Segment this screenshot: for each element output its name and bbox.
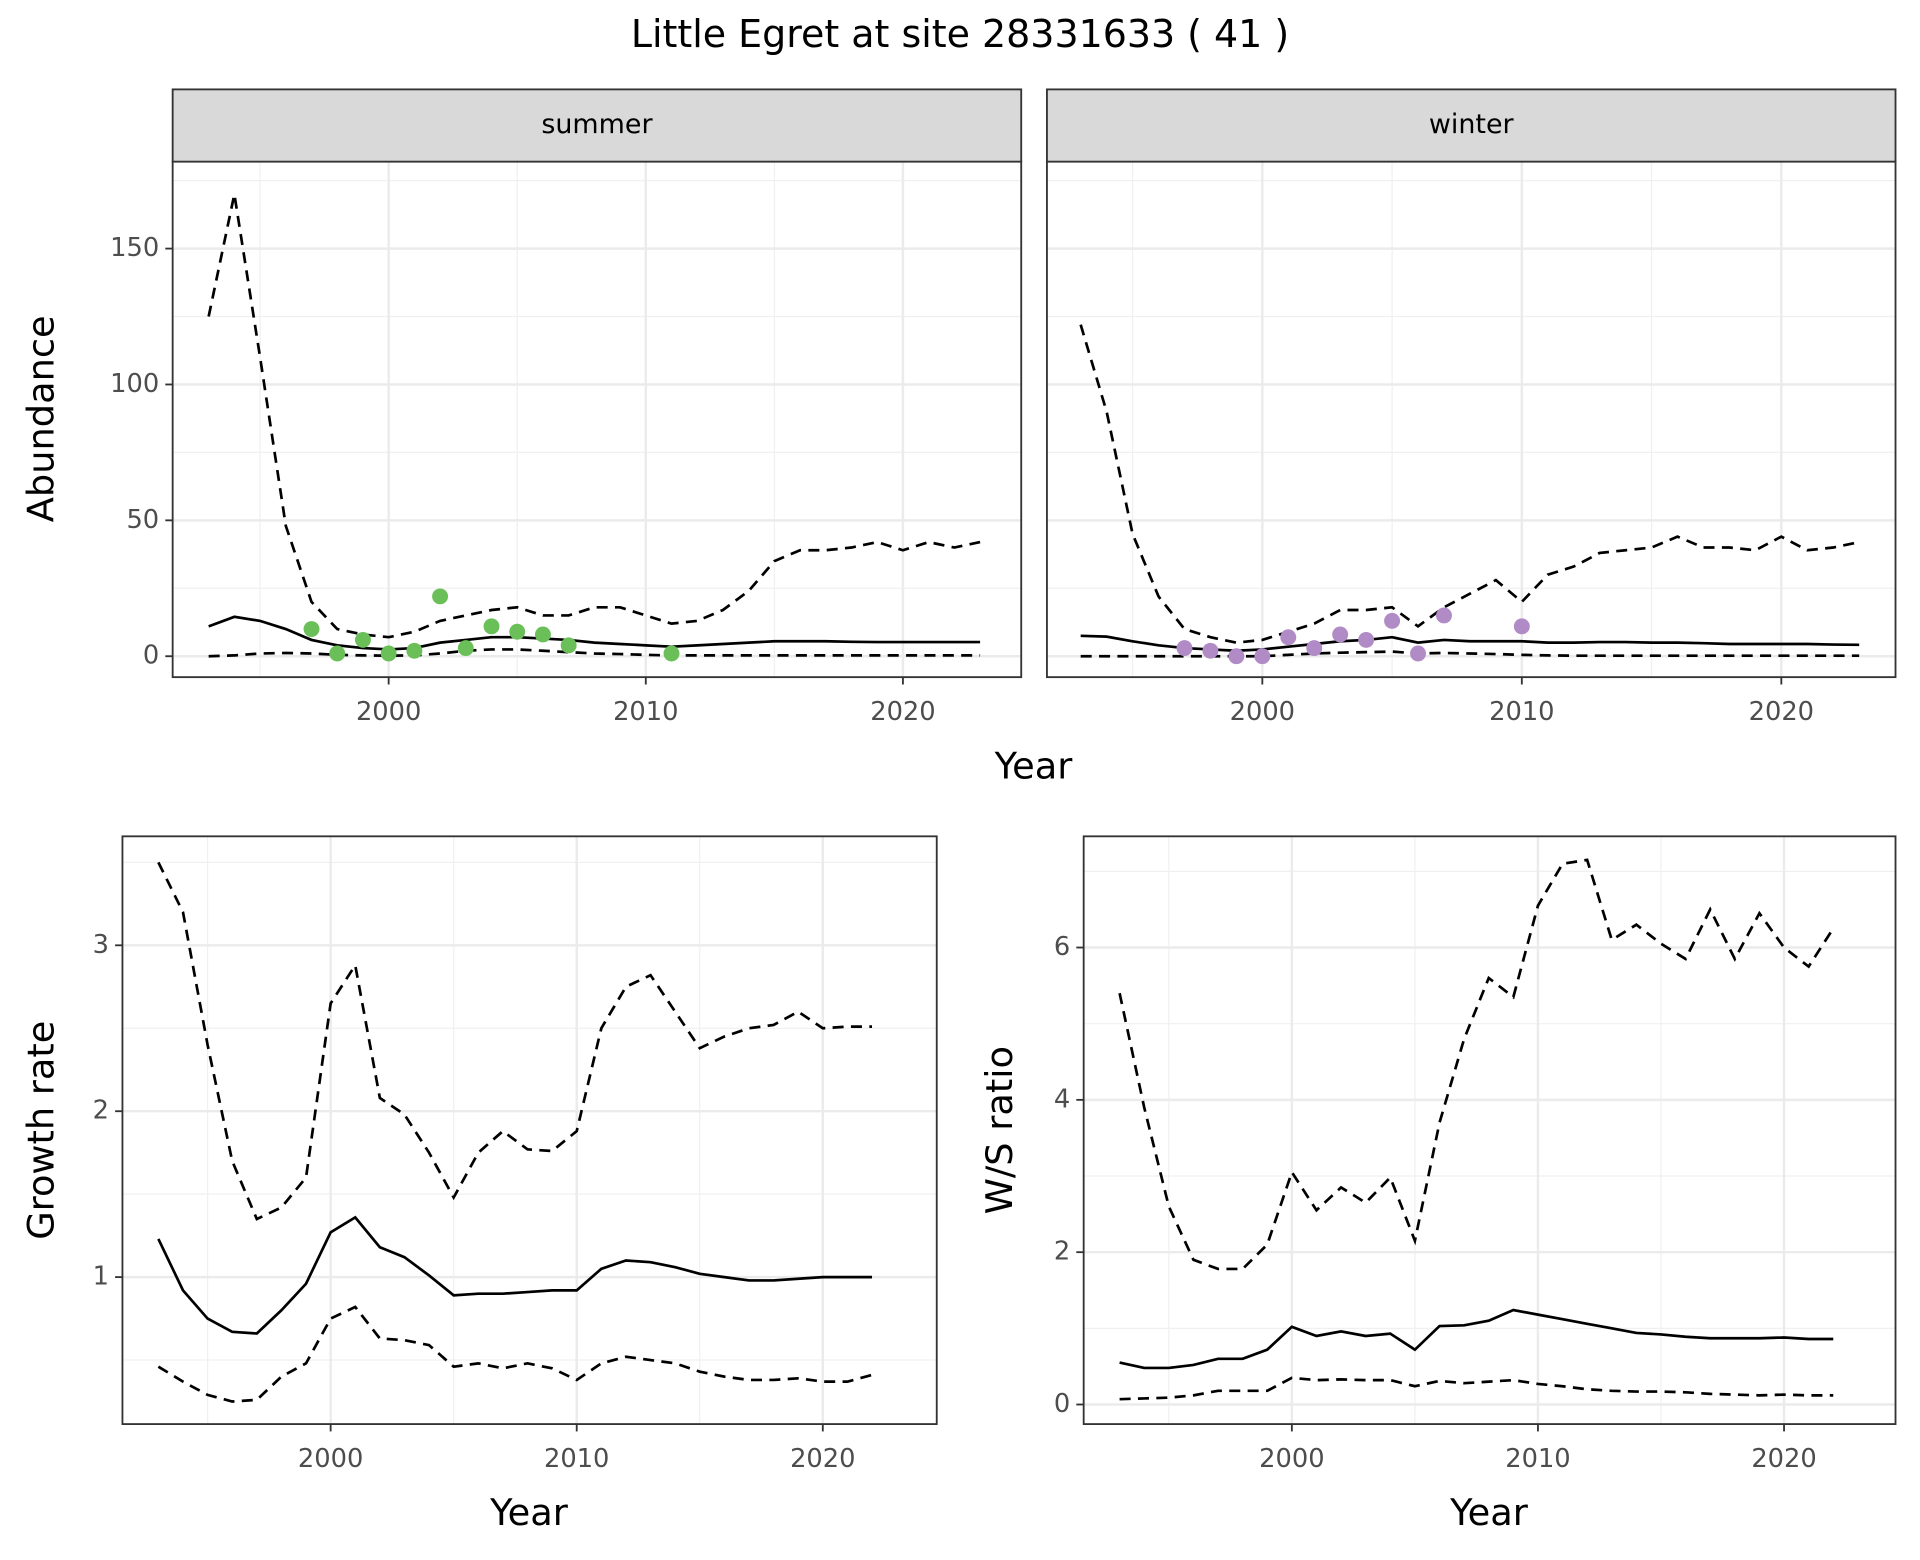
x-axis-label: Year <box>489 1491 569 1534</box>
y-tick-label: 3 <box>93 930 109 960</box>
x-axis-label: Year <box>994 744 1074 787</box>
y-tick-label: 2 <box>1054 1237 1070 1267</box>
observation <box>1358 631 1375 648</box>
x-tick-label: 2010 <box>1505 1444 1570 1474</box>
x-tick-label: 2020 <box>1749 697 1814 727</box>
panel-background <box>122 836 937 1425</box>
observation <box>329 645 346 662</box>
x-axis-label: Year <box>1449 1491 1529 1534</box>
facet-label: summer <box>541 109 653 140</box>
interval-line <box>157 1305 873 1403</box>
y-axis-label: Abundance <box>19 315 62 522</box>
x-tick-label: 2000 <box>1259 1444 1324 1474</box>
interval-line <box>157 861 873 1221</box>
facet-strip <box>1046 88 1897 163</box>
observation <box>380 645 397 662</box>
y-tick-label: 0 <box>1054 1389 1070 1419</box>
x-tick-label: 2020 <box>1751 1444 1816 1474</box>
observation <box>1332 626 1349 643</box>
y-tick-label: 0 <box>143 641 159 671</box>
panel-background <box>172 161 1022 678</box>
y-tick-label: 6 <box>1054 932 1070 962</box>
panel-background <box>1083 836 1896 1425</box>
panel-border <box>121 835 938 1425</box>
mean-line <box>1119 1308 1834 1370</box>
y-tick-label: 2 <box>93 1096 109 1126</box>
facet-label: winter <box>1429 109 1515 140</box>
x-tick-label: 2010 <box>613 697 678 727</box>
observation <box>534 626 551 643</box>
y-tick-label: 4 <box>1054 1084 1070 1114</box>
y-tick-label: 150 <box>110 233 159 263</box>
x-tick-label: 2020 <box>870 697 935 727</box>
interval-line <box>1118 858 1835 1271</box>
observation <box>1513 618 1530 635</box>
panel-border <box>1082 835 1897 1425</box>
y-tick-label: 100 <box>110 369 159 399</box>
figure-title: Little Egret at site 28331633 ( 41 ) <box>631 12 1289 56</box>
observation <box>457 640 474 657</box>
observation <box>509 623 526 640</box>
observation <box>432 588 449 605</box>
x-tick-label: 2000 <box>356 697 421 727</box>
y-tick-label: 50 <box>126 505 159 535</box>
observation <box>1436 607 1452 624</box>
interval-line <box>1079 324 1860 644</box>
x-tick-label: 2020 <box>790 1444 855 1474</box>
observation <box>406 642 423 659</box>
y-axis-label: W/S ratio <box>978 1046 1021 1214</box>
observation <box>663 645 680 662</box>
y-axis-label: Growth rate <box>19 1021 62 1240</box>
x-tick-label: 2010 <box>1489 697 1554 727</box>
x-tick-label: 2010 <box>544 1444 609 1474</box>
mean-line <box>208 615 981 651</box>
observation <box>303 621 320 638</box>
panel-background <box>1046 161 1896 678</box>
observation <box>560 637 577 654</box>
observation <box>483 618 500 635</box>
observation <box>1202 642 1219 659</box>
observation <box>1410 645 1426 662</box>
interval-line <box>1119 1376 1834 1401</box>
mean-line <box>157 1215 873 1335</box>
interval-line <box>207 193 981 639</box>
x-tick-label: 2000 <box>1230 697 1295 727</box>
facet-strip <box>171 88 1023 163</box>
y-tick-label: 1 <box>93 1262 109 1292</box>
observation <box>1228 648 1245 665</box>
observation <box>1280 629 1297 646</box>
observation <box>1176 640 1193 657</box>
x-tick-label: 2000 <box>298 1444 363 1474</box>
observation <box>1306 640 1323 657</box>
observation <box>354 631 371 648</box>
observation <box>1254 648 1271 665</box>
observation <box>1384 612 1401 629</box>
